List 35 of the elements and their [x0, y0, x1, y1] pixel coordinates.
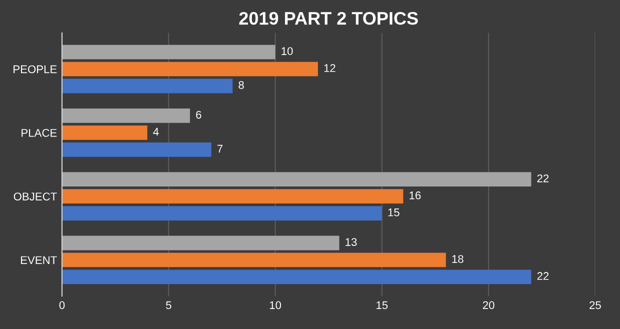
- data-label: 7: [217, 144, 222, 153]
- data-label: 13: [346, 238, 357, 246]
- bar: [62, 206, 382, 220]
- data-label: 4: [153, 128, 159, 136]
- data-label: 15: [388, 208, 400, 216]
- bar: [62, 108, 190, 123]
- data-label: 22: [537, 272, 549, 280]
- data-label: 16: [410, 191, 421, 200]
- bar: [62, 142, 212, 157]
- y-tick-label: PEOPLE: [14, 65, 57, 74]
- data-label: 8: [238, 81, 244, 89]
- bar: [62, 252, 446, 268]
- x-tick-label: 5: [166, 301, 172, 310]
- x-tick-label: 0: [59, 301, 65, 310]
- y-tick-label: OBJECT: [14, 192, 57, 200]
- x-tick-label: 15: [376, 301, 388, 310]
- data-label: 10: [282, 47, 293, 56]
- bar: [62, 189, 404, 204]
- y-tick-label: EVENT: [21, 256, 57, 264]
- x-tick-label: 25: [590, 301, 601, 310]
- data-label: 6: [196, 110, 202, 119]
- data-label: 12: [324, 64, 336, 72]
- bar: [62, 172, 532, 187]
- bar: [62, 62, 318, 76]
- bar: [62, 270, 532, 284]
- bar: [62, 44, 276, 60]
- bar: [62, 78, 233, 94]
- x-tick-label: 10: [270, 301, 282, 310]
- bar: [62, 236, 340, 250]
- data-label: 18: [452, 255, 464, 263]
- bar: [62, 125, 148, 140]
- chart-title: 2019 PART 2 TOPICS: [239, 12, 418, 25]
- data-label: 22: [537, 174, 549, 182]
- x-tick-label: 20: [482, 301, 494, 310]
- y-tick-label: PLACE: [22, 128, 57, 137]
